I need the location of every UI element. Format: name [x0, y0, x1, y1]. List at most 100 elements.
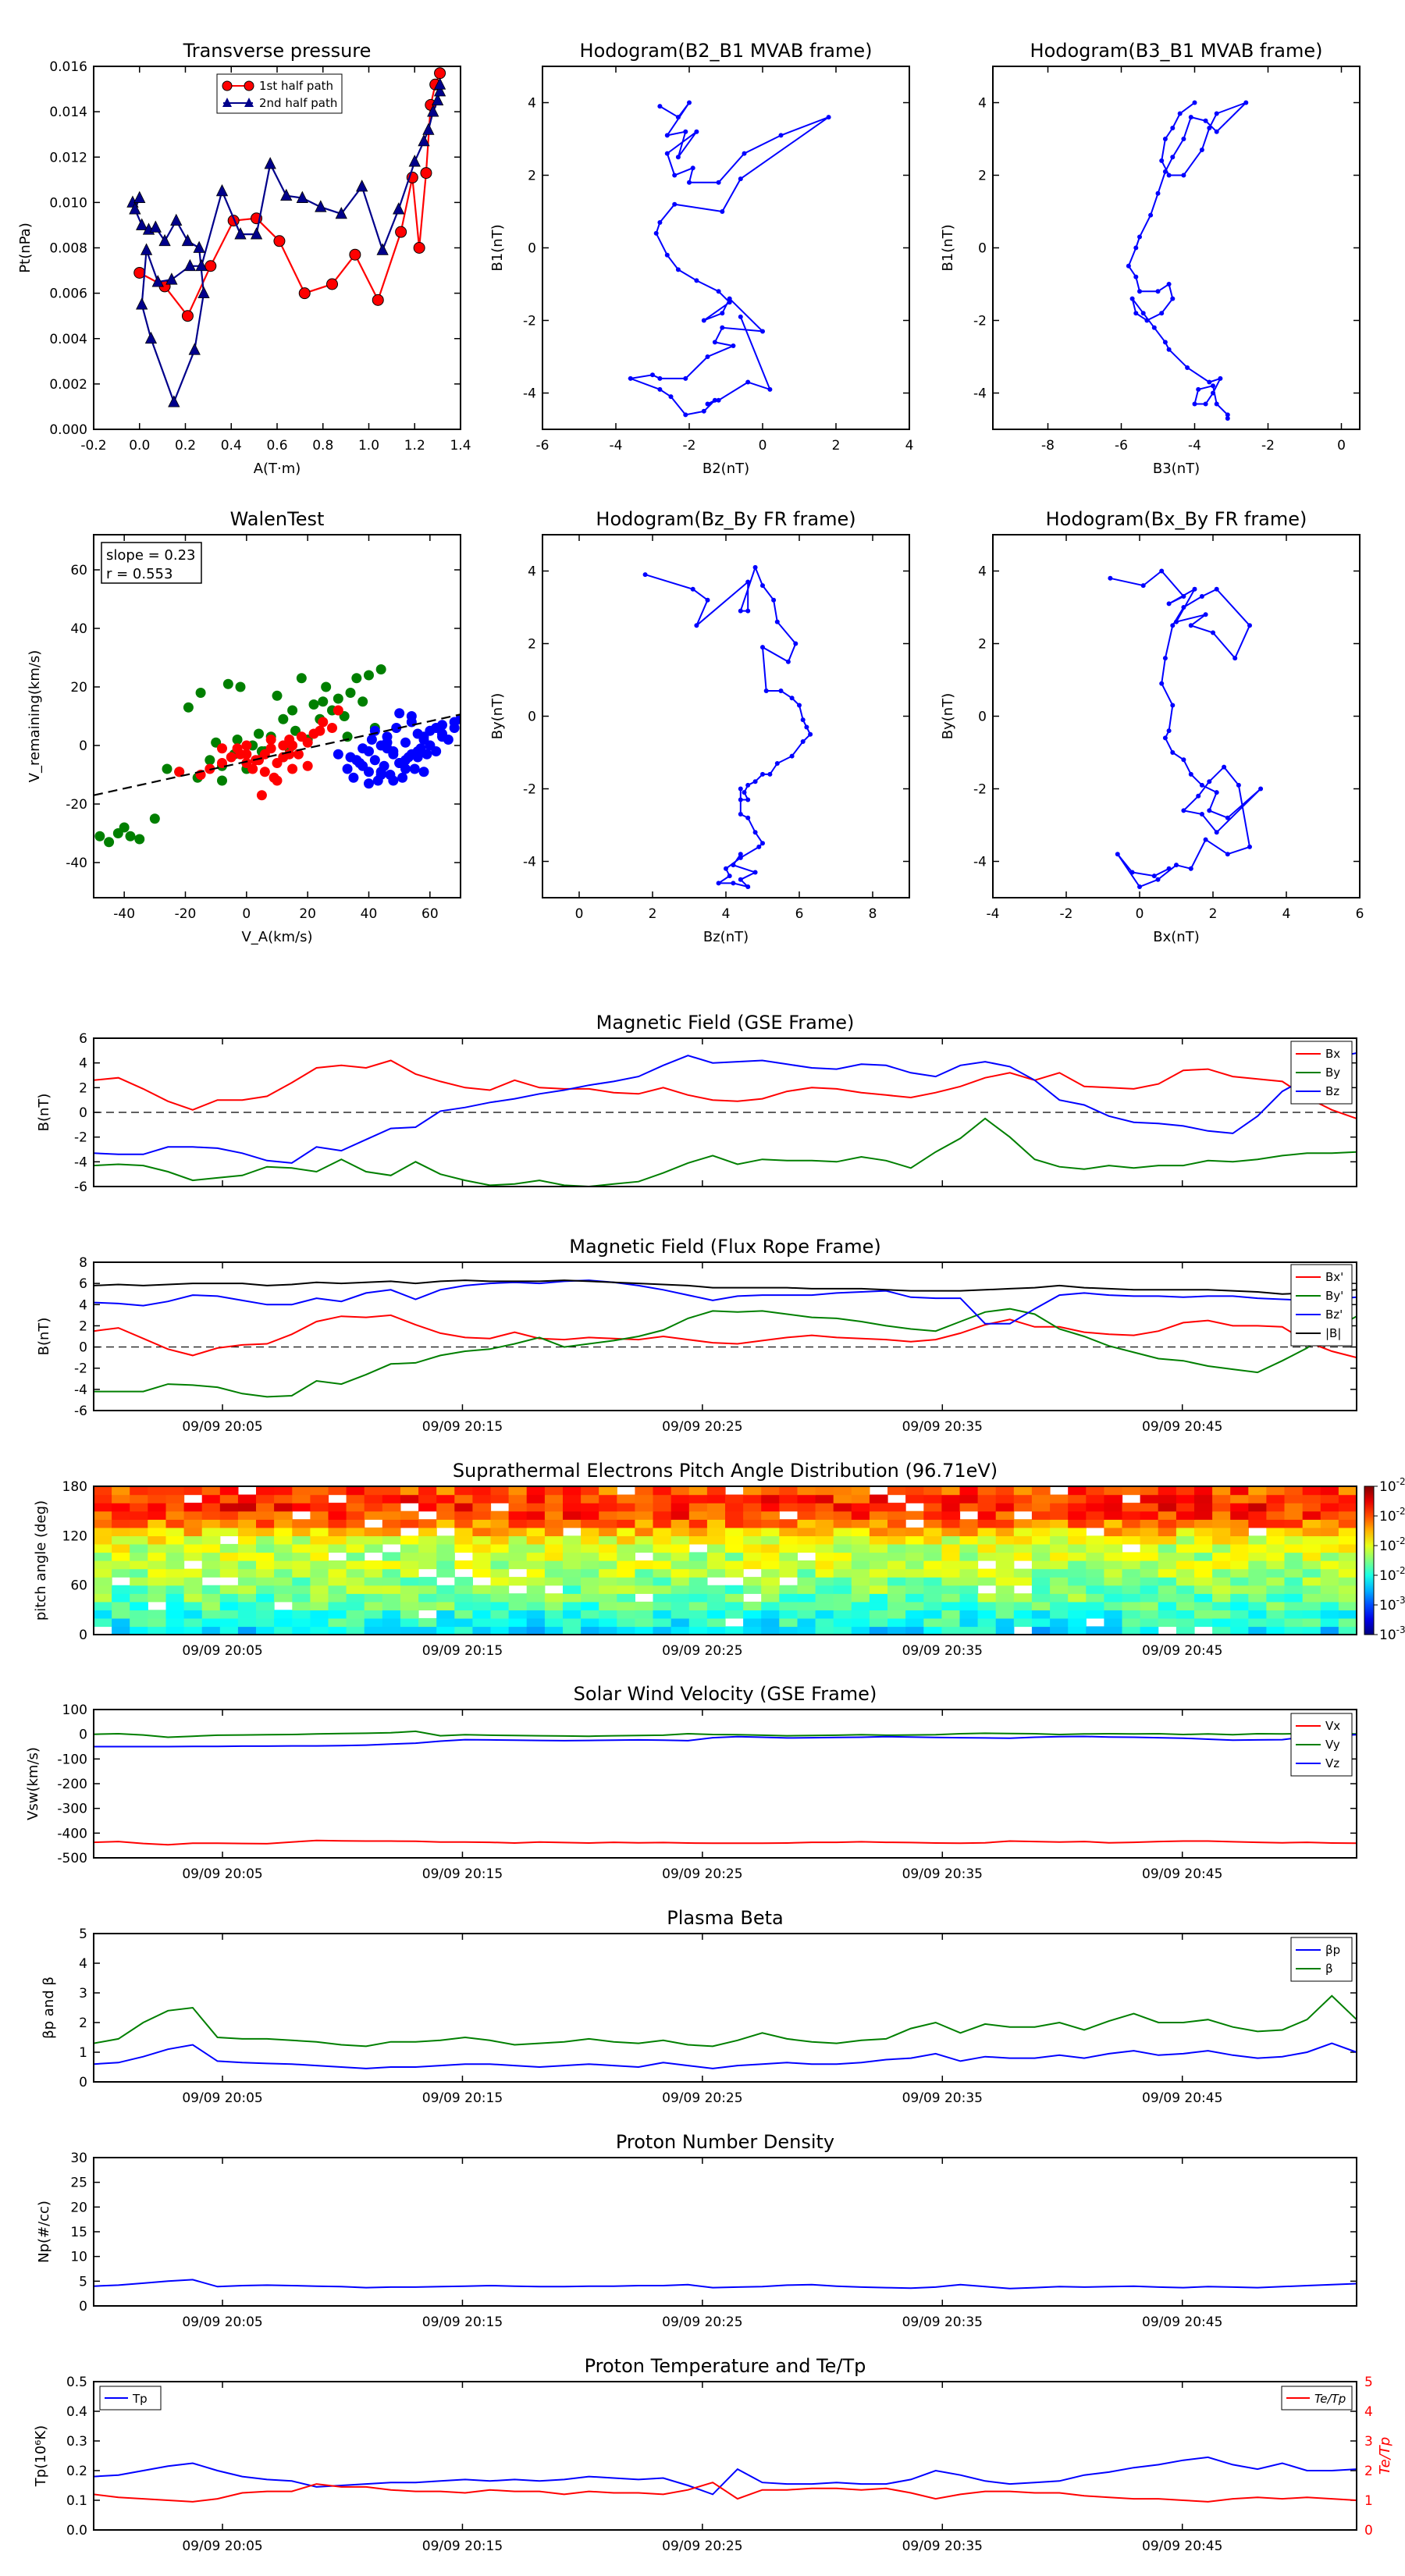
pad-cell [959, 1486, 979, 1496]
pad-cell [256, 1585, 275, 1594]
pad-cell [130, 1610, 148, 1619]
pad-cell [418, 1577, 437, 1586]
h3-point [774, 619, 780, 624]
pad-cell [1176, 1510, 1195, 1520]
vsw-plot-bg [94, 1710, 1357, 1858]
pad-cell [1284, 1577, 1304, 1586]
h2-point [1144, 318, 1150, 323]
pad-cell [761, 1543, 780, 1553]
pad-cell [797, 1560, 816, 1570]
h1-point [720, 325, 725, 330]
temp-xtick-label: 09/09 20:45 [1142, 2539, 1222, 2554]
pad-cell [292, 1527, 311, 1536]
tp-legend-marker-2 [222, 98, 232, 107]
pad-cell [941, 1593, 961, 1603]
pad-cell [761, 1552, 780, 1561]
pad-cell [201, 1601, 221, 1610]
pad-cell [1230, 1510, 1249, 1520]
walen-point-red [241, 749, 252, 760]
pad-cell [1194, 1519, 1213, 1528]
pad-cell [219, 1503, 239, 1512]
pad-cell [797, 1543, 816, 1553]
pad-cell [1104, 1617, 1123, 1628]
beta-plot-bg [94, 1934, 1357, 2082]
pad-cell [599, 1486, 617, 1496]
pad-cell [1338, 1593, 1357, 1603]
pad-cell [670, 1601, 690, 1610]
walen-point-green [308, 699, 319, 710]
pad-cell [995, 1503, 1015, 1512]
pad-cell [1212, 1535, 1231, 1545]
pad-cell [869, 1617, 888, 1628]
pad-cell [797, 1577, 816, 1586]
pad-cell [1140, 1577, 1159, 1586]
pad-cell [725, 1519, 744, 1528]
pad-cell [815, 1593, 834, 1603]
pad-cell [237, 1503, 257, 1512]
pad-cell [130, 1543, 148, 1553]
h1-point [675, 155, 681, 160]
mf_gse-ytick-label: -4 [74, 1155, 87, 1170]
pad-cell [328, 1486, 347, 1496]
h3-point [797, 703, 802, 708]
pad-cell [923, 1486, 942, 1496]
walen-point-green [217, 775, 227, 786]
pad-cell [995, 1617, 1015, 1628]
pad-cell [1176, 1552, 1195, 1561]
pad-cell [310, 1577, 329, 1586]
walen-point-blue [412, 746, 423, 756]
vsw-ytick-label: 0 [79, 1727, 87, 1743]
temp-ylabel-right: Te/Tp [1377, 2437, 1393, 2475]
pad-cell [761, 1601, 780, 1610]
pad-cell [1176, 1486, 1195, 1496]
tp-legend-label-1: 1st half path [259, 79, 333, 93]
pad-cell [1248, 1585, 1267, 1594]
pad-cell [382, 1610, 401, 1619]
h2-point [1166, 282, 1172, 286]
pad-cell [436, 1610, 455, 1619]
pad-cell [454, 1626, 473, 1635]
pad-cell [274, 1585, 293, 1594]
pad-cell [833, 1601, 852, 1610]
pad-cell [1122, 1527, 1141, 1536]
pad-cell [130, 1593, 148, 1603]
pad-cell [761, 1486, 780, 1496]
pad-cell [346, 1617, 365, 1628]
h3-point [785, 659, 791, 664]
pad-ylabel: pitch angle (deg) [33, 1500, 49, 1621]
np-xtick-label: 09/09 20:35 [902, 2314, 983, 2330]
pad-cell [1230, 1527, 1249, 1536]
h2-ytick-label: -2 [973, 314, 987, 329]
tp-point [195, 258, 208, 272]
pad-cell [219, 1617, 239, 1628]
h1-point [727, 296, 732, 301]
h1-point [720, 311, 725, 316]
pad-cell [670, 1617, 690, 1628]
h2-point [1207, 126, 1212, 131]
pad-cell [526, 1527, 546, 1536]
walen-point-green [278, 713, 289, 724]
h2-point [1155, 190, 1161, 196]
pad-cell [1266, 1568, 1286, 1578]
pad-cell [1338, 1577, 1357, 1586]
beta-xtick-label: 09/09 20:35 [902, 2090, 983, 2106]
pad-cell [1140, 1519, 1159, 1528]
pad-cell [292, 1552, 311, 1561]
pad-cell [995, 1601, 1015, 1610]
pad-cell [617, 1577, 635, 1586]
walen-point-blue [348, 772, 359, 783]
pad-cell [165, 1543, 185, 1553]
pad-xtick-label: 09/09 20:45 [1142, 1643, 1222, 1659]
pad-cell [310, 1494, 329, 1503]
h3-point [763, 688, 769, 693]
pad-cell [201, 1585, 221, 1594]
pad-cell [274, 1486, 293, 1496]
pad-cell [995, 1527, 1015, 1536]
pad-cell [1050, 1543, 1069, 1553]
pad-cell [1212, 1486, 1231, 1496]
pad-cell [670, 1568, 690, 1578]
walen-xtick-label: -40 [113, 906, 135, 922]
h3-point [731, 863, 736, 868]
mf_fr-ytick-label: -4 [74, 1382, 87, 1398]
h2-ytick-label: 0 [978, 241, 987, 257]
